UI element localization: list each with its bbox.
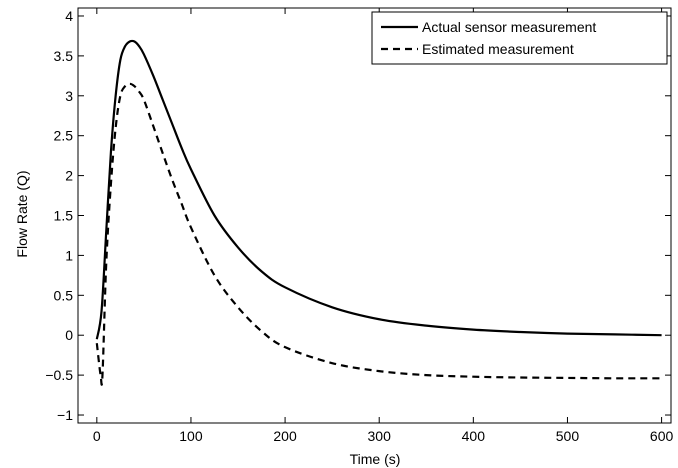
y-tick-label: 3.5 <box>54 48 74 64</box>
x-axis-ticks: 0 100 200 300 400 500 600 <box>93 8 674 444</box>
legend-label-estimated: Estimated measurement <box>422 41 574 57</box>
y-tick-label: −1 <box>57 407 73 423</box>
y-tick-label: 2 <box>65 168 73 184</box>
x-tick-label: 500 <box>556 428 580 444</box>
series-line-estimated <box>95 82 662 386</box>
y-axis-ticks: −1 −0.5 0 0.5 1 1.5 2 2.5 3 3.5 4 <box>45 8 671 423</box>
x-tick-label: 100 <box>179 428 203 444</box>
y-axis-label: Flow Rate (Q) <box>14 170 30 257</box>
legend: Actual sensor measurement Estimated meas… <box>371 11 668 65</box>
x-tick-label: 200 <box>273 428 297 444</box>
y-tick-label: 0 <box>65 327 73 343</box>
series-line-actual <box>95 39 662 340</box>
legend-label-actual: Actual sensor measurement <box>422 19 596 35</box>
series-lines <box>95 39 662 386</box>
y-tick-label: 1.5 <box>54 208 74 224</box>
x-tick-label: 300 <box>368 428 392 444</box>
x-tick-label: 400 <box>462 428 486 444</box>
y-tick-label: 4 <box>65 8 73 24</box>
y-tick-label: 2.5 <box>54 128 74 144</box>
y-tick-label: 0.5 <box>54 287 74 303</box>
x-tick-label: 600 <box>650 428 674 444</box>
y-tick-label: −0.5 <box>45 367 73 383</box>
legend-box <box>371 11 668 65</box>
plot-area <box>77 7 672 424</box>
y-tick-label: 3 <box>65 88 73 104</box>
y-tick-label: 1 <box>65 247 73 263</box>
x-axis-label: Time (s) <box>350 451 401 467</box>
x-tick-label: 0 <box>93 428 101 444</box>
